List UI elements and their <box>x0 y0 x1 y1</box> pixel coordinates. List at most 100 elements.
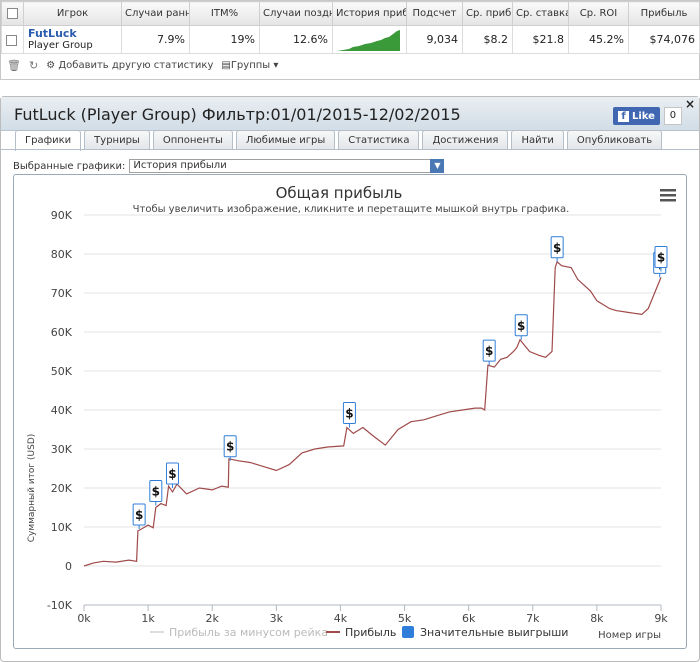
col-header-avg-stake[interactable]: Ср. ставка <box>512 1 569 26</box>
col-header-player[interactable]: Игрок <box>23 1 122 26</box>
tab-charts[interactable]: Графики <box>15 130 82 151</box>
legend-label-rake: Прибыль за минусом рейка <box>169 626 328 639</box>
chart-canvas[interactable]: Общая прибыль Чтобы увеличить изображени… <box>14 175 686 648</box>
big-win-marker[interactable]: $ <box>514 314 528 340</box>
groups-dropdown[interactable]: ▤Группы ▾ <box>221 59 279 71</box>
y-tick-label: 70K <box>51 287 73 300</box>
select-all-checkbox[interactable] <box>1 1 24 26</box>
x-tick-label: 2k <box>206 612 220 625</box>
big-win-marker[interactable]: $ <box>482 339 496 366</box>
close-icon[interactable]: × <box>684 97 695 111</box>
groups-label: Группы <box>230 59 271 71</box>
tab-find[interactable]: Найти <box>511 130 564 150</box>
y-axis-ticks: -10K 0 10K 20K 30K 40K 50K 60K 70K 80K 90K <box>47 209 73 612</box>
big-win-marker[interactable]: $ <box>223 435 237 461</box>
chart-selector-label: Выбранные графики: <box>13 160 126 172</box>
tab-achievements[interactable]: Достижения <box>422 130 509 150</box>
y-tick-label: 20K <box>51 482 73 495</box>
legend-label-big-wins: Значительные выигрыши <box>420 626 568 639</box>
tab-statistics[interactable]: Статистика <box>338 130 420 150</box>
x-tick-label: 0k <box>77 612 91 625</box>
player-cell: FutLuck Player Group <box>23 25 122 54</box>
tab-tournaments[interactable]: Турниры <box>84 130 150 150</box>
profit-series-line <box>83 260 662 567</box>
facebook-like[interactable]: f Like 0 <box>613 107 682 125</box>
stats-grid: Игрок Случаи ранней ITM% Случаи поздней … <box>1 1 700 54</box>
y-tick-label: -10K <box>47 599 73 612</box>
tab-opponents[interactable]: Оппоненты <box>152 130 233 150</box>
x-axis-ticks: 0k 1k 2k 3k 4k 5k 6k 7k 8k 9k <box>77 605 668 625</box>
big-win-marker[interactable]: $ <box>342 402 356 428</box>
legend-item-big-wins[interactable]: Значительные выигрыши <box>402 626 568 639</box>
dollar-icon: $ <box>168 467 176 481</box>
big-win-marker[interactable]: $ <box>654 246 668 272</box>
panel-header: FutLuck (Player Group) Фильтр:01/01/2015… <box>1 97 699 131</box>
col-header-profit-history[interactable]: История прибыли <box>332 1 407 26</box>
chart-select[interactable]: История прибыли ▼ <box>129 159 445 173</box>
dollar-icon: $ <box>226 440 234 454</box>
legend-item-profit[interactable]: Прибыль <box>326 626 396 639</box>
add-stats-button[interactable]: ⚙ Добавить другую статистику <box>46 59 214 71</box>
chart-grid <box>84 214 661 606</box>
y-axis-label: Суммарный итог (USD) <box>27 434 37 543</box>
cell-late: 12.6% <box>259 25 333 54</box>
refresh-icon[interactable]: ↻ <box>28 58 39 72</box>
marker-box <box>223 435 237 458</box>
col-header-profit[interactable]: Прибыль <box>628 1 700 26</box>
table-header-row: Игрок Случаи ранней ITM% Случаи поздней … <box>1 1 700 26</box>
cell-profit: $74,076 <box>628 25 700 54</box>
fb-like-count: 0 <box>663 107 682 125</box>
big-win-marker[interactable]: $ <box>132 503 146 529</box>
chart-selector-row: Выбранные графики: История прибыли ▼ <box>13 159 445 173</box>
col-header-itm[interactable]: ITM% <box>189 1 260 26</box>
col-header-late[interactable]: Случаи поздней <box>259 1 333 26</box>
big-win-marker[interactable]: $ <box>149 480 163 506</box>
facebook-like-button[interactable]: f Like <box>613 107 660 125</box>
dollar-icon: $ <box>152 485 160 499</box>
chart-subtitle: Чтобы увеличить изображение, кликните и … <box>133 204 570 215</box>
marker-box <box>132 503 146 526</box>
tab-favorite-games[interactable]: Любимые игры <box>235 130 336 150</box>
marker-box <box>149 480 163 503</box>
row-checkbox[interactable] <box>1 25 24 54</box>
big-win-markers: $$$$$$$$$$ <box>132 236 668 529</box>
big-win-marker[interactable]: $ <box>165 462 179 488</box>
fb-like-label: Like <box>632 110 655 122</box>
dollar-icon: $ <box>553 241 561 255</box>
x-axis-label: Номер игры <box>598 630 661 641</box>
player-panel: FutLuck (Player Group) Фильтр:01/01/2015… <box>0 96 700 662</box>
x-tick-label: 4k <box>334 612 348 625</box>
chart-legend: Прибыль за минусом рейка Прибыль Значите… <box>150 626 568 639</box>
panel-title: FutLuck (Player Group) Фильтр:01/01/2015… <box>14 105 461 124</box>
player-name-link[interactable]: FutLuck <box>28 27 77 40</box>
chevron-down-icon[interactable]: ▼ <box>430 159 445 173</box>
legend-label-profit: Прибыль <box>345 626 396 639</box>
cell-avg-stake: $21.8 <box>512 25 569 54</box>
table-row[interactable]: FutLuck Player Group 7.9% 19% 12.6% 9,03… <box>1 25 700 54</box>
y-tick-label: 50K <box>51 365 73 378</box>
legend-item-rake[interactable]: Прибыль за минусом рейка <box>150 626 328 639</box>
col-header-avg-profit[interactable]: Ср. прибыль <box>462 1 513 26</box>
x-tick-label: 5k <box>398 612 412 625</box>
col-header-count[interactable]: Подсчет <box>406 1 463 26</box>
big-win-marker[interactable]: $ <box>550 236 564 262</box>
col-header-avg-roi[interactable]: Ср. ROI <box>568 1 629 26</box>
chart-series <box>83 260 662 567</box>
trash-icon[interactable]: 🗑 <box>7 58 21 72</box>
menu-icon[interactable] <box>660 189 676 202</box>
y-tick-label: 80K <box>51 248 73 261</box>
dollar-icon: $ <box>657 251 665 265</box>
col-header-early[interactable]: Случаи ранней <box>121 1 190 26</box>
profit-chart[interactable]: Общая прибыль Чтобы увеличить изображени… <box>13 174 687 649</box>
tab-publish[interactable]: Опубликовать <box>566 130 663 150</box>
x-tick-label: 8k <box>590 612 604 625</box>
y-tick-label: 40K <box>51 404 73 417</box>
marker-box <box>654 246 668 269</box>
y-tick-label: 30K <box>51 443 73 456</box>
table-toolbar: 🗑 ↻ ⚙ Добавить другую статистику ▤Группы… <box>1 54 699 76</box>
profit-sparkline <box>337 29 400 51</box>
dollar-icon: $ <box>485 344 493 358</box>
x-tick-label: 3k <box>270 612 284 625</box>
x-tick-label: 7k <box>526 612 540 625</box>
x-tick-label: 9k <box>654 612 668 625</box>
